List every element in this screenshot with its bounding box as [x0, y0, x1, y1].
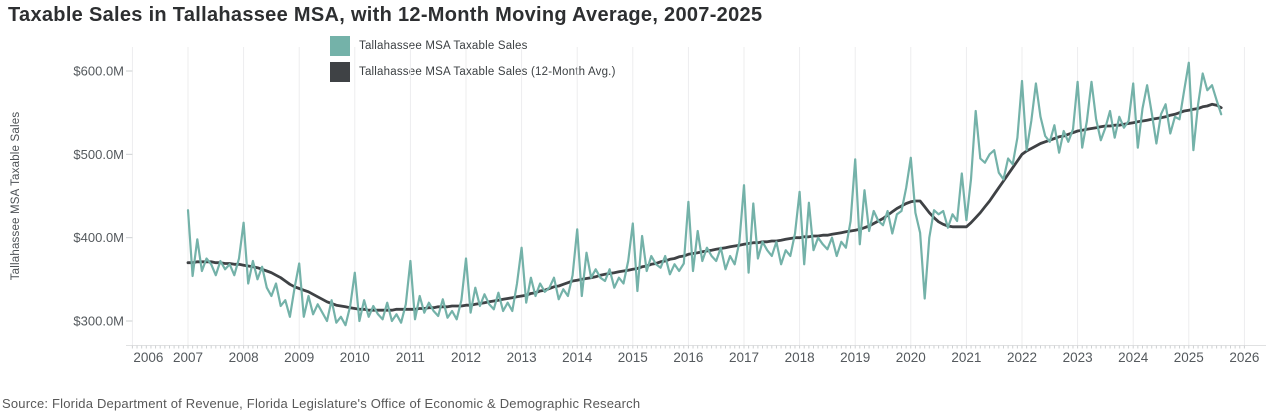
- y-tick-label: $300.0M: [73, 314, 124, 329]
- legend-label-moving-avg: Tallahassee MSA Taxable Sales (12-Month …: [359, 66, 616, 78]
- x-tick-label: 2008: [229, 350, 259, 365]
- x-tick-label: 2018: [785, 350, 815, 365]
- x-tick-label: 2019: [840, 350, 870, 365]
- legend: Tallahassee MSA Taxable Sales Tallahasse…: [330, 36, 616, 82]
- x-tick-label: 2011: [396, 350, 425, 365]
- x-tick-label: 2015: [618, 350, 648, 365]
- x-tick-label: 2014: [562, 350, 593, 365]
- legend-item-moving-avg: Tallahassee MSA Taxable Sales (12-Month …: [330, 62, 616, 82]
- x-tick-label: 2020: [896, 350, 926, 365]
- x-tick-label: 2016: [673, 350, 703, 365]
- x-tick-label: 2022: [1007, 350, 1037, 365]
- y-axis-ticks: $300.0M $400.0M $500.0M $600.0M: [73, 64, 133, 329]
- x-tick-label: 2009: [284, 350, 314, 365]
- x-tick-label: 2024: [1118, 350, 1149, 365]
- x-axis-labels: 2006 2007 2008 2009 2010 2011 2012 2013 2014 2015…: [133, 350, 1259, 365]
- x-tick-label: 2013: [507, 350, 537, 365]
- legend-label-sales: Tallahassee MSA Taxable Sales: [359, 40, 528, 52]
- x-tick-label: 2007: [173, 350, 203, 365]
- x-tick-label: 2026: [1229, 350, 1259, 365]
- x-tick-label: 2006: [133, 350, 163, 365]
- x-tick-label: 2017: [729, 350, 759, 365]
- avg-series-swatch-icon: [330, 62, 350, 82]
- y-tick-label: $400.0M: [73, 230, 124, 245]
- y-tick-label: $600.0M: [73, 64, 124, 79]
- legend-item-sales: Tallahassee MSA Taxable Sales: [330, 36, 616, 56]
- sales-series-swatch-icon: [330, 36, 350, 56]
- source-note: Source: Florida Department of Revenue, F…: [2, 396, 641, 411]
- sales-line: [186, 61, 1223, 327]
- y-tick-label: $500.0M: [73, 147, 124, 162]
- x-tick-label: 2025: [1174, 350, 1204, 365]
- x-tick-label: 2012: [451, 350, 481, 365]
- x-tick-label: 2021: [951, 350, 981, 365]
- chart-title: Taxable Sales in Tallahassee MSA, with 1…: [8, 4, 763, 26]
- month-minor-ticks: [131, 345, 1245, 349]
- x-tick-label: 2010: [340, 350, 370, 365]
- x-tick-label: 2023: [1063, 350, 1093, 365]
